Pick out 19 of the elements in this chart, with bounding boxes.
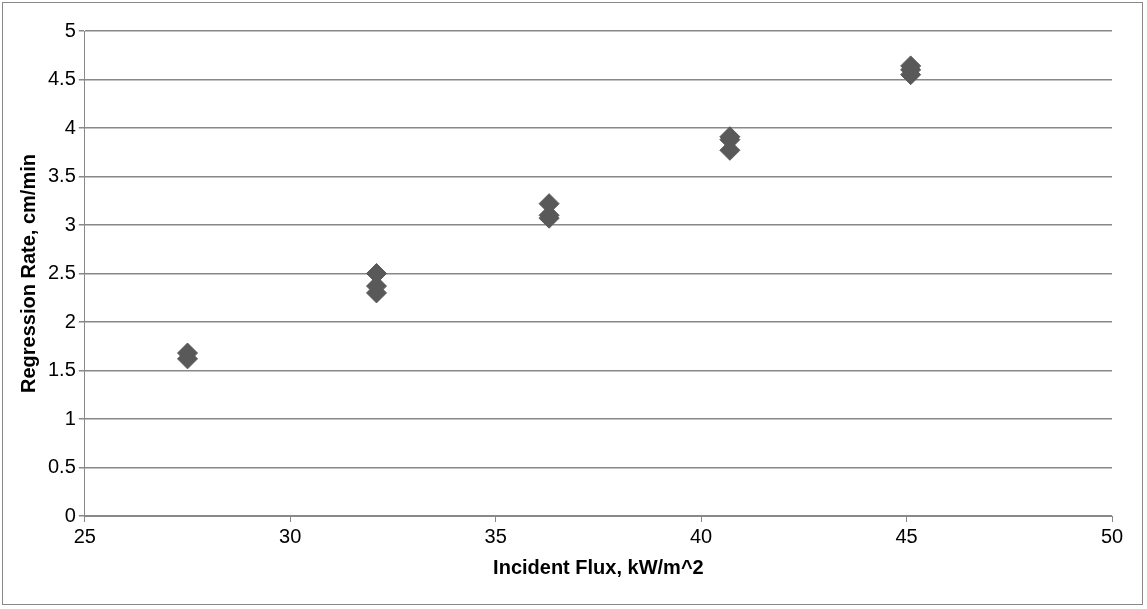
y-tick-label: 3.5	[47, 164, 76, 187]
y-tick-label: 1	[64, 406, 76, 429]
x-tick-label: 30	[279, 524, 302, 547]
y-axis-title: Regression Rate, cm/min	[16, 154, 39, 393]
y-tick-label: 2.5	[47, 261, 76, 284]
y-tick-label: 4	[64, 115, 76, 138]
x-tick-label: 50	[1100, 524, 1124, 547]
y-tick-label: 0.5	[47, 455, 76, 478]
y-tick-label: 1.5	[47, 358, 76, 381]
x-tick-label: 25	[73, 524, 96, 547]
y-tick-label: 4.5	[47, 67, 76, 90]
x-tick-label: 40	[690, 524, 713, 547]
x-axis-title: Incident Flux, kW/m^2	[493, 555, 704, 578]
y-tick-label: 2	[64, 309, 76, 332]
y-tick-label: 5	[64, 18, 76, 41]
y-tick-label: 3	[64, 212, 76, 235]
x-tick-label: 45	[895, 524, 918, 547]
y-tick-label: 0	[64, 503, 76, 526]
x-tick-label: 35	[484, 524, 507, 547]
